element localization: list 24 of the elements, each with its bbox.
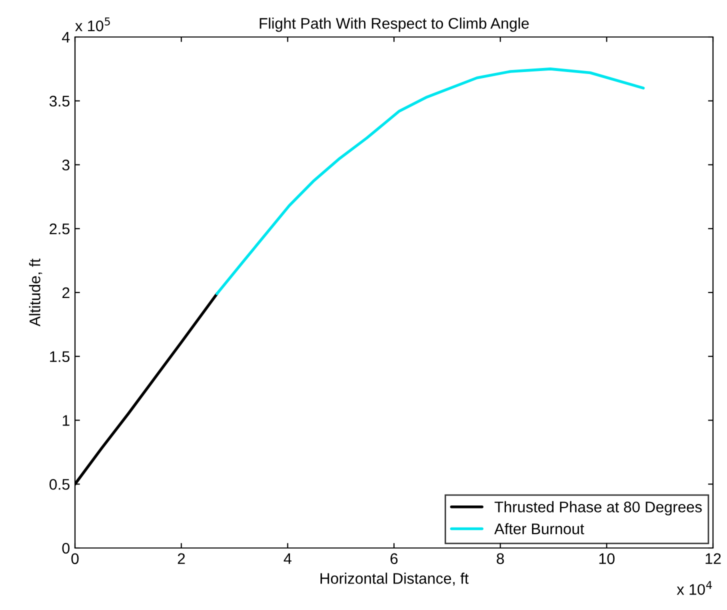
- text: x 10$^{4}$: [676, 581, 712, 595]
- line-series: [216, 68, 645, 296]
- x-axis-title: Horizontal Distance, ft: [320, 572, 469, 586]
- y-tick-label: 3: [62, 160, 70, 170]
- x-tick-label: 10: [599, 553, 615, 564]
- y-tick-label: 4: [62, 32, 70, 43]
- x-tick-label: 8: [496, 553, 504, 564]
- x-tick-label: 6: [390, 553, 398, 564]
- x-tick-label: 2: [178, 553, 185, 564]
- x-tick-label: 4: [284, 553, 292, 564]
- y-tick-label: 1: [62, 415, 70, 426]
- text: x 10$^{5}$: [75, 18, 110, 32]
- x-tick-label: 12: [706, 553, 721, 564]
- y-tick-label: 1.5: [50, 351, 70, 362]
- y-axis-title: Altitude, ft: [29, 258, 42, 326]
- legend-label: After Burnout: [494, 523, 584, 534]
- x-tick-label: 0: [71, 553, 79, 564]
- y-tick-label: 2: [62, 287, 70, 298]
- chart-title: Flight Path With Respect to Climb Angle: [260, 18, 529, 32]
- y-tick-label: 2.5: [50, 223, 70, 234]
- y-tick-label: 0: [62, 542, 70, 554]
- y-tick-label: 0.5: [50, 478, 70, 490]
- legend-label: Thrusted Phase at 80 Degrees: [494, 501, 702, 516]
- y-tick-label: 3.5: [49, 96, 70, 107]
